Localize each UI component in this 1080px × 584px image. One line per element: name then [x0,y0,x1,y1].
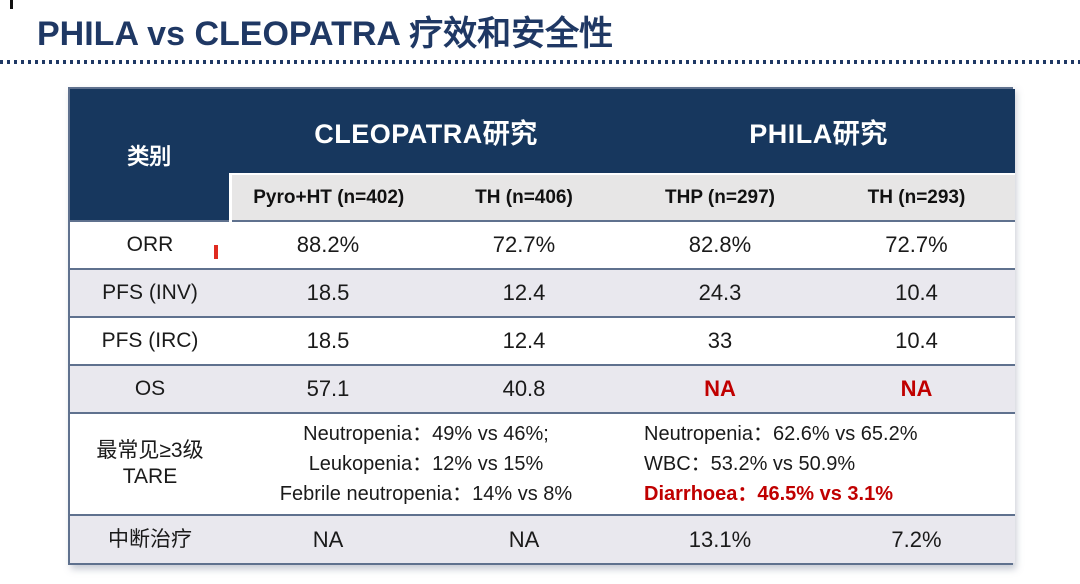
cell-os-cleopatra-th: 40.8 [426,364,622,413]
row-label-tare: 最常见≥3级 TARE [70,412,230,515]
arm-header-phila-th: TH (n=293) [818,173,1015,221]
cell-pfs-irc-phila-th: 10.4 [818,316,1015,365]
tare-phila-neutropenia: Neutropenia：62.6% vs 65.2% [644,423,918,445]
row-label-os: OS [70,364,230,413]
row-label-pfs-irc: PFS (IRC) [70,316,230,365]
title-divider [0,60,1080,64]
red-cursor-mark [214,245,218,259]
tare-label-line1: 最常见≥3级 [96,439,204,462]
row-label-discontinuation: 中断治疗 [70,514,230,563]
tare-cleopatra-febrile-neutropenia: Febrile neutropenia：14% vs 8% [279,483,573,505]
tare-label-line2: TARE [122,465,178,488]
cell-os-pyro-ht: 57.1 [230,364,426,413]
corner-artifact-mark [10,0,13,9]
table-row-pfs-inv: PFS (INV) 18.5 12.4 24.3 10.4 [70,268,1015,317]
cell-pfs-inv-cleopatra-th: 12.4 [426,268,622,317]
comparison-table: 类别 CLEOPATRA研究 PHILA研究 Pyro+HT (n=402) T… [68,87,1015,565]
cell-discontinuation-phila-th: 7.2% [818,514,1015,563]
table-row-pfs-irc: PFS (IRC) 18.5 12.4 33 10.4 [70,316,1015,365]
row-label-orr: ORR [70,220,230,269]
cell-os-phila-th: NA [818,364,1015,413]
cell-orr-cleopatra-th: 72.7% [426,220,622,269]
cell-pfs-inv-phila-th: 10.4 [818,268,1015,317]
cell-pfs-inv-pyro-ht: 18.5 [230,268,426,317]
page-title: PHILA vs CLEOPATRA 疗效和安全性 [37,15,614,53]
table-row-tare: 最常见≥3级 TARE Neutropenia：49% vs 46%; Leuk… [70,412,1015,515]
cell-orr-pyro-ht: 88.2% [230,220,426,269]
cell-tare-phila: Neutropenia：62.6% vs 65.2% WBC：53.2% vs … [622,412,1015,515]
table-row-orr: ORR 88.2% 72.7% 82.8% 72.7% [70,220,1015,269]
tare-phila-wbc: WBC：53.2% vs 50.9% [644,453,856,475]
column-header-category: 类别 [70,89,230,221]
group-header-phila: PHILA研究 [622,89,1015,174]
cell-discontinuation-cleopatra-th: NA [426,514,622,563]
table-arm-header-row: Pyro+HT (n=402) TH (n=406) THP (n=297) T… [70,173,1015,221]
efficacy-safety-table: 类别 CLEOPATRA研究 PHILA研究 Pyro+HT (n=402) T… [70,89,1015,563]
cell-discontinuation-thp: 13.1% [622,514,818,563]
cell-os-thp: NA [622,364,818,413]
arm-header-pyro-ht: Pyro+HT (n=402) [228,173,426,221]
tare-cleopatra-neutropenia: Neutropenia：49% vs 46%; [303,423,549,445]
table-row-os: OS 57.1 40.8 NA NA [70,364,1015,413]
tare-phila-diarrhoea: Diarrhoea：46.5% vs 3.1% [644,483,894,505]
cell-discontinuation-pyro-ht: NA [230,514,426,563]
table-row-discontinuation: 中断治疗 NA NA 13.1% 7.2% [70,514,1015,563]
cell-pfs-irc-cleopatra-th: 12.4 [426,316,622,365]
table-group-header-row: 类别 CLEOPATRA研究 PHILA研究 [70,89,1015,221]
arm-header-thp: THP (n=297) [622,173,818,221]
row-label-pfs-inv: PFS (INV) [70,268,230,317]
cell-pfs-irc-thp: 33 [622,316,818,365]
cell-orr-phila-th: 72.7% [818,220,1015,269]
tare-cleopatra-leukopenia: Leukopenia：12% vs 15% [308,453,544,475]
group-header-cleopatra: CLEOPATRA研究 [230,89,622,174]
arm-header-cleopatra-th: TH (n=406) [426,173,622,221]
cell-pfs-inv-thp: 24.3 [622,268,818,317]
cell-orr-thp: 82.8% [622,220,818,269]
cell-tare-cleopatra: Neutropenia：49% vs 46%; Leukopenia：12% v… [230,412,622,515]
cell-pfs-irc-pyro-ht: 18.5 [230,316,426,365]
